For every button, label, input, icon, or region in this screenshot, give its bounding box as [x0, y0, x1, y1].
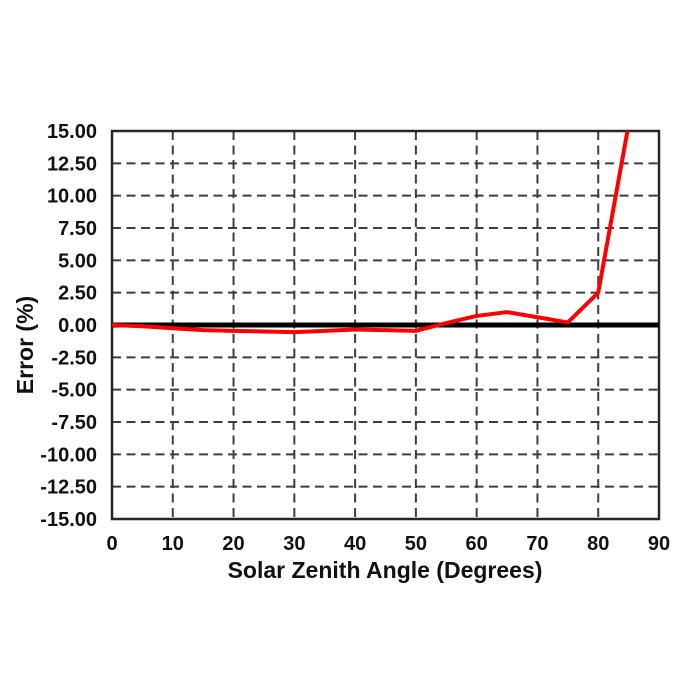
y-tick-label: -15.00 [40, 509, 97, 531]
x-tick-label: 80 [587, 533, 609, 555]
x-tick-label: 90 [648, 533, 670, 555]
y-tick-label: 10.00 [47, 186, 97, 208]
series-layer [112, 131, 630, 335]
x-axis-tick-labels: 0 10 20 30 40 50 60 70 80 90 [106, 533, 670, 555]
y-tick-label: -7.50 [51, 412, 97, 434]
x-tick-label: 40 [344, 533, 366, 555]
x-tick-label: 70 [526, 533, 548, 555]
x-tick-label: 20 [222, 533, 244, 555]
y-tick-label: -5.00 [51, 380, 97, 402]
x-tick-label: 10 [162, 533, 184, 555]
x-axis-title: Solar Zenith Angle (Degrees) [228, 557, 543, 583]
x-tick-label: 60 [466, 533, 488, 555]
x-tick-label: 0 [106, 533, 117, 555]
y-tick-label: 2.50 [58, 283, 97, 305]
y-axis-title: Error (%) [12, 296, 38, 394]
x-tick-label: 50 [405, 533, 427, 555]
y-tick-label: 0.00 [58, 315, 97, 337]
y-tick-label: -10.00 [40, 444, 97, 466]
y-tick-label: 7.50 [58, 218, 97, 240]
y-tick-label: 5.00 [58, 250, 97, 272]
y-axis-tick-labels: 15.00 12.50 10.00 7.50 5.00 2.50 0.00 -2.50 -5.0… [40, 121, 97, 531]
y-tick-label: 12.50 [47, 153, 97, 175]
y-tick-label: 15.00 [47, 121, 97, 143]
series-line-error-vs-solar-zenith-angle [112, 131, 630, 335]
y-tick-label: -12.50 [40, 477, 97, 499]
y-tick-label: -2.50 [51, 347, 97, 369]
x-tick-label: 30 [283, 533, 305, 555]
